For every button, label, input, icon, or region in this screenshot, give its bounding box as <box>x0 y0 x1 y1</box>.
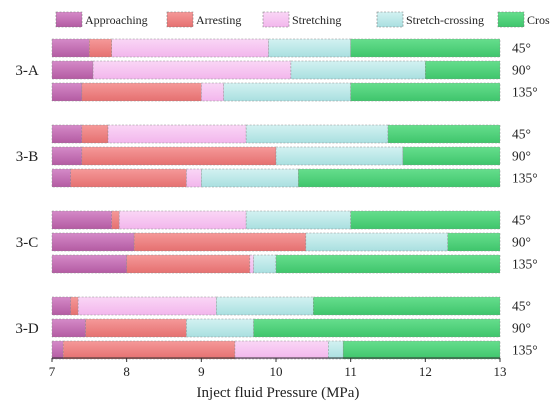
bar-segment-crossing <box>350 38 501 58</box>
bar-segment-stretch-crossing <box>328 340 344 360</box>
bar-angle-label: 135° <box>512 171 538 186</box>
bar-segment-stretch-crossing <box>305 232 448 252</box>
bar-angle-label: 90° <box>512 321 531 336</box>
bar-segment-stretching <box>107 124 247 144</box>
bar-segment-crossing <box>402 146 501 166</box>
bar-segment-stretching <box>186 168 202 188</box>
x-axis-title: Inject fluid Pressure (MPa) <box>197 385 360 401</box>
bar-segment-stretch-crossing <box>186 318 254 338</box>
bar-segment-approaching <box>51 146 83 166</box>
bar-segment-stretch-crossing <box>245 124 389 144</box>
bar-segment-arresting <box>89 38 112 58</box>
legend-swatch-stretching <box>262 11 290 28</box>
x-tick-label: 11 <box>344 364 357 379</box>
bar-segment-approaching <box>51 210 112 230</box>
bar-segment-stretching <box>234 340 329 360</box>
legend-label: Approaching <box>85 13 148 27</box>
bar-angle-label: 135° <box>512 85 538 100</box>
bar-segment-stretching <box>201 82 224 102</box>
group-label: 3-C <box>16 235 39 251</box>
x-axis: 7 8 9 10 11 12 13 Inject fluid Pressure (MPa) <box>49 357 507 401</box>
bar-segment-crossing <box>350 82 501 102</box>
bar-segment-stretching <box>77 296 217 316</box>
bar-segment-stretch-crossing <box>201 168 299 188</box>
bar-segment-arresting <box>85 318 187 338</box>
bar-angle-label: 45° <box>512 127 531 142</box>
x-tick-label: 8 <box>123 364 130 379</box>
bar-segment-crossing <box>313 296 501 316</box>
bar-angle-label: 135° <box>512 343 538 358</box>
bar-segment-approaching <box>51 60 94 80</box>
labels-layer: 45° 90° 135° 3-A 45° 90° 135° 3-B 45° 90° 135° 3-C 4… <box>15 41 537 358</box>
bar-segment-arresting <box>81 124 109 144</box>
bar-angle-label: 45° <box>512 41 531 56</box>
bar-segment-arresting <box>81 146 277 166</box>
bar-segment-arresting <box>70 168 187 188</box>
group-label: 3-A <box>15 63 38 79</box>
bar-segment-approaching <box>51 124 83 144</box>
bar-segment-crossing <box>298 168 501 188</box>
legend-swatch-arresting <box>166 11 194 28</box>
legend-swatch-stretch-crossing <box>376 11 404 28</box>
bar-segment-arresting <box>133 232 307 252</box>
bar-angle-label: 45° <box>512 299 531 314</box>
bar-segment-stretching <box>118 210 247 230</box>
legend-label: Arresting <box>196 13 241 27</box>
bar-segment-approaching <box>51 168 71 188</box>
bar-segment-crossing <box>342 340 501 360</box>
bar-segment-stretch-crossing <box>290 60 426 80</box>
legend-swatch-approaching <box>55 11 83 28</box>
bar-segment-approaching <box>51 232 135 252</box>
bar-segment-crossing <box>275 254 501 274</box>
bar-segment-approaching <box>51 38 90 58</box>
bar-angle-label: 90° <box>512 63 531 78</box>
bar-segment-crossing <box>447 232 501 252</box>
bar-segment-approaching <box>51 296 71 316</box>
bar-segment-arresting <box>81 82 202 102</box>
bar-segment-crossing <box>253 318 501 338</box>
bar-angle-label: 45° <box>512 213 531 228</box>
bar-segment-stretch-crossing <box>245 210 351 230</box>
bar-segment-crossing <box>387 124 501 144</box>
legend-swatch-crossing <box>497 11 525 28</box>
legend: Approaching Arresting Stretching Stretch-cr… <box>55 11 550 28</box>
bar-segment-approaching <box>51 254 127 274</box>
bar-segment-arresting <box>70 296 79 316</box>
x-tick-label: 9 <box>198 364 205 379</box>
bar-angle-label: 90° <box>512 149 531 164</box>
bar-angle-label: 135° <box>512 257 538 272</box>
bar-segment-stretch-crossing <box>216 296 314 316</box>
bar-segment-stretching <box>92 60 292 80</box>
bar-segment-crossing <box>425 60 501 80</box>
bar-segment-crossing <box>350 210 501 230</box>
bar-segment-approaching <box>51 340 64 360</box>
legend-label: Crossing <box>527 13 550 27</box>
x-tick-label: 10 <box>270 364 283 379</box>
bar-segment-stretch-crossing <box>268 38 351 58</box>
bar-segment-stretch-crossing <box>253 254 277 274</box>
legend-label: Stretching <box>292 13 341 27</box>
bar-angle-label: 90° <box>512 235 531 250</box>
x-tick-label: 7 <box>49 364 56 379</box>
bar-segment-arresting <box>111 210 120 230</box>
bar-segment-stretching <box>249 254 254 274</box>
bar-segment-arresting <box>62 340 236 360</box>
bar-segment-stretch-crossing <box>275 146 404 166</box>
legend-label: Stretch-crossing <box>406 13 484 27</box>
bar-segment-approaching <box>51 82 83 102</box>
bar-segment-stretch-crossing <box>223 82 351 102</box>
x-tick-label: 12 <box>419 364 432 379</box>
group-label: 3-B <box>16 149 39 165</box>
bar-segment-arresting <box>126 254 251 274</box>
x-tick-label: 13 <box>494 364 507 379</box>
bar-segment-approaching <box>51 318 86 338</box>
group-label: 3-D <box>15 321 38 337</box>
bar-segment-stretching <box>111 38 269 58</box>
bars-layer <box>51 38 501 360</box>
